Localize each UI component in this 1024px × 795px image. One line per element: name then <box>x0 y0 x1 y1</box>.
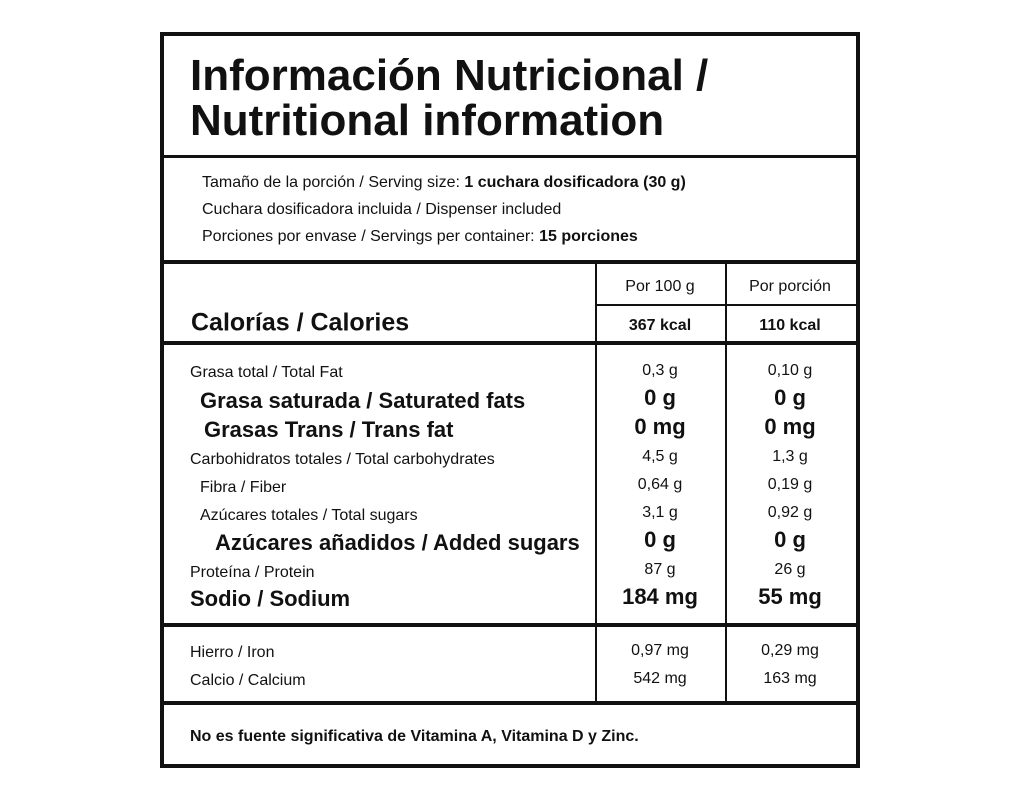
mineral-label: Calcio / Calcium <box>190 672 306 689</box>
rule <box>164 341 856 345</box>
label-border <box>160 32 860 768</box>
mineral-value: 0,29 mg <box>761 642 819 659</box>
rule <box>164 155 856 158</box>
title: Nutritional information <box>190 96 665 145</box>
nutrient-value: 0 mg <box>634 414 686 439</box>
nutrient-label: Grasas Trans / Trans fat <box>204 417 454 442</box>
calories-value: 367 kcal <box>628 317 692 334</box>
column-divider <box>595 264 597 701</box>
title: Información Nutricional / <box>190 51 709 100</box>
rule <box>164 260 856 264</box>
nutrient-value: 0,64 g <box>637 476 683 493</box>
calories-label: Calorías / Calories <box>191 308 410 337</box>
column-header: Por porción <box>749 278 831 295</box>
nutrient-value: 0,3 g <box>642 362 678 379</box>
nutrient-label: Carbohidratos totales / Total carbohydra… <box>190 451 495 468</box>
nutrient-value: 1,3 g <box>772 448 808 465</box>
nutrient-value: 0 g <box>644 385 676 410</box>
serving-value: 15 porciones <box>539 228 638 245</box>
nutrient-label: Fibra / Fiber <box>200 479 287 496</box>
nutrient-label: Sodio / Sodium <box>190 586 351 611</box>
serving-label: Porciones por envase / Servings per cont… <box>202 228 535 245</box>
nutrient-value: 0 g <box>644 527 676 552</box>
nutrient-value: 0,92 g <box>767 504 813 521</box>
serving-line: Cuchara dosificadora incluida / Dispense… <box>202 202 561 218</box>
nutrient-value: 0 g <box>774 527 806 552</box>
nutrient-value: 26 g <box>774 561 806 578</box>
column-header: Por 100 g <box>625 278 695 295</box>
nutrient-value: 3,1 g <box>642 504 678 521</box>
serving-line: Tamaño de la porción / Serving size: 1 c… <box>202 175 686 191</box>
nutrient-value: 55 mg <box>758 584 822 609</box>
serving-label: Cuchara dosificadora incluida / Dispense… <box>202 201 562 218</box>
nutrient-value: 0 g <box>774 385 806 410</box>
footer-note: No es fuente significativa de Vitamina A… <box>190 728 639 745</box>
nutrient-label: Azúcares totales / Total sugars <box>200 507 418 524</box>
column-divider <box>725 264 727 701</box>
nutrient-value: 4,5 g <box>642 448 678 465</box>
nutrient-label: Proteína / Protein <box>190 564 315 581</box>
mineral-value: 163 mg <box>763 670 817 687</box>
mineral-label: Hierro / Iron <box>190 644 275 661</box>
nutrient-label: Grasa total / Total Fat <box>190 364 343 381</box>
serving-label: Tamaño de la porción / Serving size: <box>202 174 460 191</box>
nutrient-value: 87 g <box>644 561 676 578</box>
nutrient-value: 0,10 g <box>767 362 813 379</box>
rule <box>164 623 856 627</box>
nutrient-label: Azúcares añadidos / Added sugars <box>215 530 580 555</box>
rule <box>164 701 856 705</box>
nutrient-value: 184 mg <box>622 584 698 609</box>
nutrient-label: Grasa saturada / Saturated fats <box>200 388 526 413</box>
serving-line: Porciones por envase / Servings per cont… <box>202 229 638 245</box>
calories-value: 110 kcal <box>759 317 821 334</box>
mineral-value: 0,97 mg <box>631 642 689 659</box>
nutrient-value: 0,19 g <box>767 476 813 493</box>
serving-value: 1 cuchara dosificadora (30 g) <box>464 174 686 191</box>
mineral-value: 542 mg <box>633 670 687 687</box>
nutrient-value: 0 mg <box>764 414 816 439</box>
